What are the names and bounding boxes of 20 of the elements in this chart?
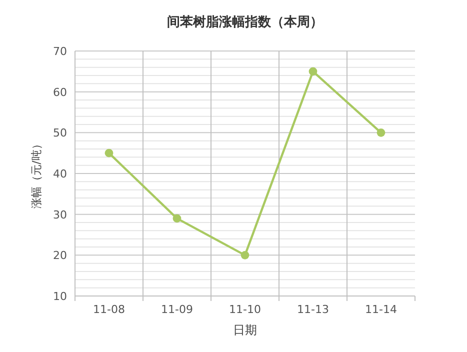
chart-title: 间苯树脂涨幅指数（本周） — [167, 15, 323, 30]
point — [104, 148, 114, 158]
x-tick-label: 11-13 — [297, 303, 329, 316]
y-tick-label: 30 — [53, 208, 67, 222]
x-tick-label: 11-09 — [161, 303, 193, 316]
y-tick-label: 70 — [53, 45, 67, 58]
y-tick-label: 40 — [53, 168, 67, 180]
y-axis-title: 涨幅（元/吨） — [30, 138, 43, 208]
y-tick-label: 10 — [53, 290, 67, 303]
y-tick-label: 20 — [53, 249, 67, 262]
x-tick-label: 11-08 — [93, 303, 125, 316]
y-tick-label: 50 — [53, 126, 67, 140]
x-tick-label: 11-14 — [365, 303, 397, 316]
point — [240, 250, 250, 260]
x-tick-label: 11-10 — [229, 303, 261, 316]
y-tick-label: 60 — [53, 86, 67, 99]
x-axis-title: 日期 — [233, 323, 257, 337]
point — [376, 128, 386, 137]
point — [308, 67, 318, 76]
point — [172, 214, 182, 223]
